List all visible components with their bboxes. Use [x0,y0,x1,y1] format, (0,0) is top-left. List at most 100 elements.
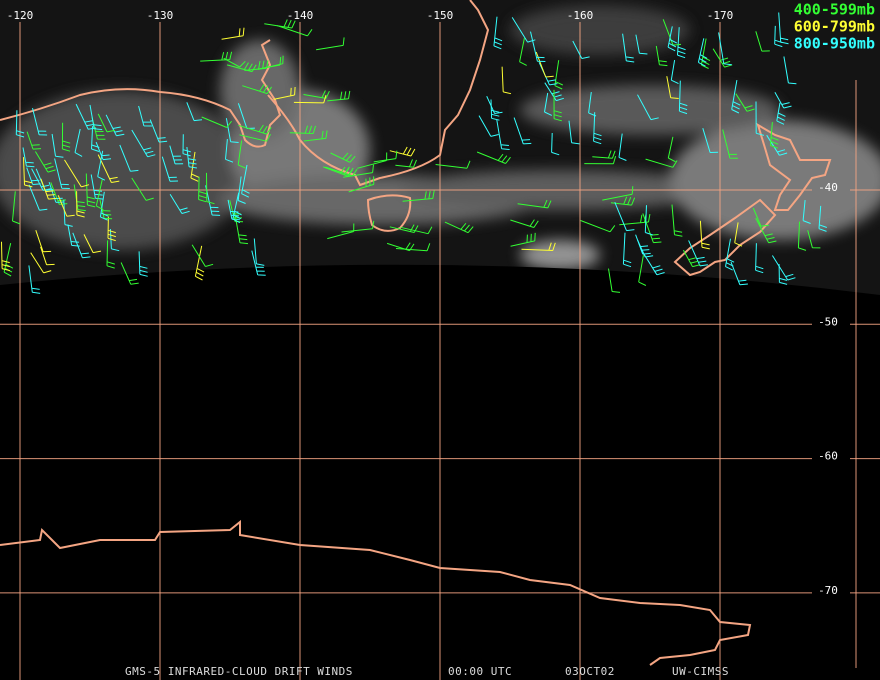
wind-barb [107,216,116,242]
wind-barb [63,199,73,227]
wind-barb [682,249,701,268]
wind-barb [635,234,651,255]
wind-barb [239,133,271,142]
wind-barb [31,168,52,191]
wind-barbs [1,12,827,294]
wind-barb [293,95,327,104]
wind-barb [330,152,356,163]
wind-barb [642,213,662,244]
wind-barb [602,186,634,201]
wind-barb [257,56,282,70]
wind-barb [32,107,48,136]
wind-barb [731,80,741,114]
wind-barb [610,196,636,206]
longitude-label: -140 [287,9,314,22]
wind-barb [91,117,106,140]
wind-barb [702,128,719,153]
wind-barb [389,224,419,233]
latitude-label: -60 [818,450,838,463]
wind-barb [273,86,296,100]
wind-barb [544,92,553,116]
wind-barb [97,113,115,133]
wind-barb [198,176,207,203]
wind-barb [766,134,788,156]
wind-barb [644,205,654,236]
wind-barb [226,62,257,73]
wind-barb [253,238,265,266]
wind-barb [229,200,244,223]
wind-barb [303,90,330,99]
wind-barb [670,60,679,85]
wind-barb [572,40,590,59]
wind-barb [510,219,539,228]
wind-barb [186,102,203,122]
wind-barb [718,32,732,66]
latitude-label: -70 [818,584,838,597]
wind-barb [1,241,11,272]
wind-barb [435,160,471,169]
legend-entry: 600-799mb [794,18,875,36]
wind-barb [722,129,738,159]
wind-barb [592,150,616,159]
wind-barb [26,131,42,150]
wind-barb [774,91,792,109]
wind-barb [593,112,602,145]
wind-barb [242,84,273,95]
legend-entry: 400-599mb [794,1,875,19]
wind-barb [490,99,500,121]
wind-barb [553,89,562,122]
wind-barb [225,118,239,143]
wind-barb [200,51,233,62]
wind-barb [614,202,635,232]
wind-barb [30,252,52,274]
longitude-label: -160 [567,9,594,22]
wind-barb [190,151,200,182]
wind-barb [769,122,779,149]
coastline-nz-north [756,122,832,211]
wind-barb [619,214,651,226]
wind-barb [12,191,21,225]
wind-barb [316,37,345,51]
wind-barb [752,207,769,227]
wind-barb [28,184,48,211]
footer: GMS-5 INFRARED-CLOUD DRIFT WINDS 00:00 UT… [125,665,728,678]
wind-barb [645,158,678,168]
grid-labels: -120 -130 -140 -150 -160 -170 -40 -50 -60 -70 [7,9,838,597]
wind-barb [517,199,552,209]
wind-barb [138,105,152,127]
wind-barb [238,124,272,135]
wind-barb [697,38,708,67]
wind-barb [608,268,621,293]
wind-barb [303,130,328,142]
latitude-label: -50 [818,315,838,328]
wind-barb [35,230,52,253]
wind-barb [221,27,245,40]
wind-barb [206,172,215,205]
wind-barb [395,243,431,252]
wind-barb [105,114,125,137]
wind-barb [389,146,416,157]
wind-barb [667,136,676,163]
wind-barb [76,191,85,218]
wind-barb [580,220,616,233]
wind-barb [149,119,168,143]
wind-barb [22,147,35,168]
wind-barb [535,51,554,78]
wind-barb [797,221,807,251]
wind-barb [138,251,148,277]
wind-barb [83,234,102,254]
wind-barb [341,220,375,233]
wind-barb [554,60,564,90]
longitude-label: -150 [427,9,454,22]
wind-barb [28,265,41,294]
wind-barb [234,212,249,245]
wind-barb [478,115,499,137]
wind-barb [161,156,179,182]
wind-barb [131,177,154,201]
footer-text: 00:00 UTC [448,665,512,678]
wind-barb [225,139,234,163]
wind-barb [444,221,474,234]
